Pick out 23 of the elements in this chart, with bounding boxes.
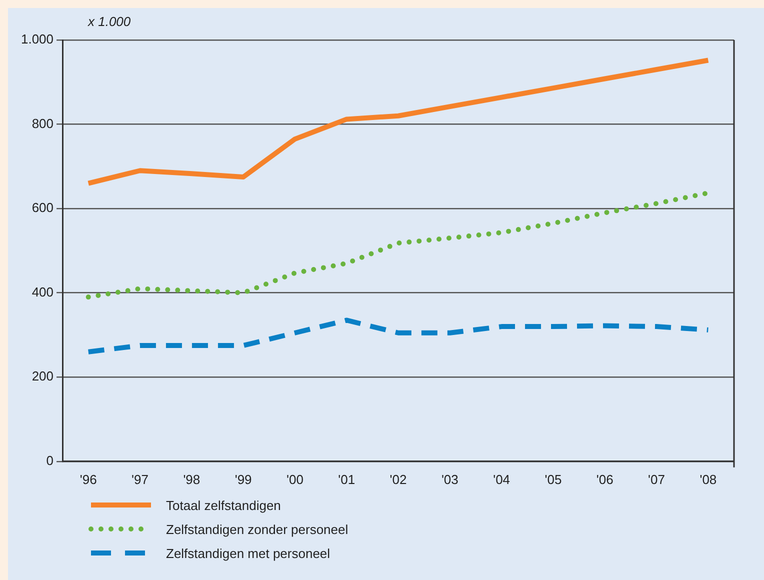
y-tick-label: 1.000 bbox=[20, 32, 54, 47]
x-tick-label: '00 bbox=[286, 472, 304, 487]
x-tick-label: '03 bbox=[441, 472, 458, 487]
y-axis-title: x 1.000 bbox=[88, 14, 131, 29]
x-tick-label: '97 bbox=[132, 472, 148, 487]
x-tick-label: '08 bbox=[700, 472, 717, 487]
y-tick-label: 600 bbox=[32, 200, 54, 216]
legend-label: Zelfstandigen met personeel bbox=[166, 546, 330, 560]
y-tick-label: 200 bbox=[32, 368, 54, 384]
x-tick-label: '05 bbox=[544, 472, 562, 487]
y-tick-label: 400 bbox=[32, 284, 54, 300]
x-tick-label: '01 bbox=[338, 472, 356, 487]
x-tick-label: '02 bbox=[390, 472, 407, 487]
x-tick-label: '98 bbox=[183, 472, 200, 487]
y-tick-label: 0 bbox=[46, 452, 54, 468]
legend-label: Totaal zelfstandigen bbox=[166, 498, 281, 512]
x-tick-label: '96 bbox=[80, 472, 97, 487]
x-tick-label: '07 bbox=[648, 472, 665, 487]
x-tick-label: '04 bbox=[493, 472, 510, 487]
y-tick-label: 800 bbox=[32, 116, 54, 131]
legend-label: Zelfstandigen zonder personeel bbox=[166, 522, 348, 536]
x-tick-label: '99 bbox=[234, 472, 252, 487]
x-tick-label: '06 bbox=[596, 472, 614, 487]
